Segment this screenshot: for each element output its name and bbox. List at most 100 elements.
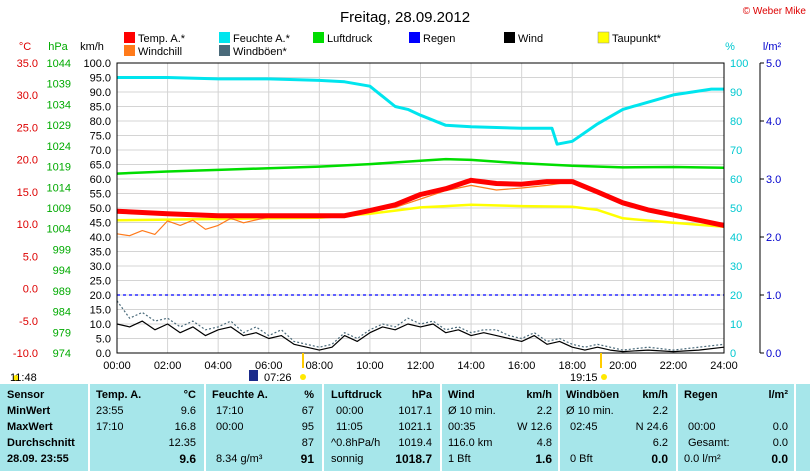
stats-temp-min-time: 23:55 <box>96 405 124 417</box>
wind-tick-label: 30.0 <box>90 261 111 273</box>
stats-press-trend: ^0.8hPa/h <box>331 437 381 449</box>
pressure-tick-label: 1029 <box>47 120 71 132</box>
temp-axis-ticks: 35.0 30.0 25.0 20.0 15.0 10.0 5.0 0.0 -5.0 -10.0 <box>13 58 38 360</box>
legend-label-temp: Temp. A.* <box>138 33 186 45</box>
legend-label-gusts: Windböen* <box>233 46 288 58</box>
stats-hum-abs: 8.34 g/m³ <box>216 453 263 465</box>
stats-temp-avg: 12.35 <box>168 437 196 449</box>
stats-rain-current: 0.0 <box>771 452 788 466</box>
stats-unit-rain: l/m² <box>768 389 788 401</box>
wind-tick-label: 20.0 <box>90 290 111 302</box>
wind-tick-label: 15.0 <box>90 305 111 317</box>
series-line-feuchte-a <box>117 76 724 146</box>
legend-swatch-windchill <box>124 45 135 56</box>
pressure-tick-label: 1014 <box>47 182 71 194</box>
wind-tick-label: 35.0 <box>90 247 111 259</box>
stats-press-max: 1021.1 <box>398 421 432 433</box>
stats-press-max-time: 11:05 <box>336 421 363 433</box>
stats-temp-current: 9.6 <box>179 452 196 466</box>
stats-wind-current: 1.6 <box>535 452 552 466</box>
wind-tick-label: 0.0 <box>96 348 111 360</box>
temp-tick-label: 35.0 <box>17 58 38 70</box>
statistics-panel: Sensor MinWert MaxWert Durchschnitt 28.0… <box>0 384 810 471</box>
stats-wind-avg10: 2.2 <box>536 405 552 417</box>
humidity-tick-label: 100 <box>730 58 748 70</box>
series-line-taupunkt <box>116 203 725 228</box>
weather-chart: Freitag, 28.09.2012 © Weber Mike Temp. A… <box>10 6 806 384</box>
legend-swatch-rain <box>409 32 420 43</box>
time-tick-label: 04:00 <box>204 360 232 372</box>
time-axis-ticks: 00:00 02:00 04:00 06:00 08:00 10:00 12:00 14:00… <box>103 360 738 372</box>
sun-markers: 11:48 07:26 19:15 <box>10 353 607 384</box>
pressure-tick-label: 989 <box>53 286 71 298</box>
pressure-tick-label: 974 <box>53 348 71 360</box>
legend-swatch-wind <box>504 32 515 43</box>
stats-hum-max: 95 <box>301 421 314 433</box>
wind-tick-label: 60.0 <box>90 174 111 186</box>
stats-humidity: Feuchte A.% 17:10 67 00:00 95 87 8.34 g/m³… <box>206 384 324 471</box>
stats-gusts: Windböen km/h Ø 10 min. 2.2 02:45 N 24.6 6.… <box>560 384 678 471</box>
rain-tick-label: 2.0 <box>766 232 781 244</box>
stats-unit-humidity: % <box>304 389 314 401</box>
wind-tick-label: 40.0 <box>90 232 111 244</box>
time-tick-label: 02:00 <box>154 360 182 372</box>
unit-humidity: % <box>725 41 735 53</box>
stats-hum-current: 91 <box>300 452 314 466</box>
stats-gust-bft: 0 Bft <box>570 453 593 465</box>
legend-label-pressure: Luftdruck <box>327 33 373 45</box>
stats-wind-avg10-label: Ø 10 min. <box>448 405 496 417</box>
wind-tick-label: 10.0 <box>90 319 111 331</box>
rain-tick-label: 5.0 <box>766 58 781 70</box>
stats-gust-current: 0.0 <box>651 452 668 466</box>
legend-swatch-humidity <box>219 32 230 43</box>
chart-title: Freitag, 28.09.2012 <box>340 9 470 26</box>
stats-wind: Wind km/h Ø 10 min. 2.2 00:35 W 12.6 116.0 … <box>442 384 560 471</box>
plot-frame <box>116 62 725 354</box>
stats-label-current: 28.09. 23:55 <box>7 453 69 465</box>
stats-header-humidity: Feuchte A. <box>212 389 268 401</box>
temp-tick-label: -10.0 <box>13 348 38 360</box>
wind-tick-label: 85.0 <box>90 102 111 114</box>
legend-swatch-temp <box>124 32 135 43</box>
stats-unit-wind: km/h <box>526 389 552 401</box>
series-line-luftdruck <box>116 157 725 175</box>
stats-wind-max-time: 00:35 <box>448 421 476 433</box>
time-tick-label: 06:00 <box>255 360 283 372</box>
stats-press-min-time: 00:00 <box>336 405 364 417</box>
humidity-tick-label: 10 <box>730 319 742 331</box>
stats-label-avg: Durchschnitt <box>7 437 75 449</box>
unit-temp: °C <box>19 41 31 53</box>
legend-swatch-dewpoint <box>597 31 610 44</box>
daylength-label: 11:48 <box>10 372 37 384</box>
series-line-temp-a <box>116 177 725 228</box>
stats-header-rain: Regen <box>684 389 718 401</box>
stats-hum-min-time: 17:10 <box>216 405 244 417</box>
time-tick-label: 12:00 <box>407 360 435 372</box>
stats-rain-max: 0.0 <box>772 421 788 433</box>
temp-tick-label: 30.0 <box>17 90 38 102</box>
wind-tick-label: 25.0 <box>90 276 111 288</box>
time-tick-label: 20:00 <box>609 360 637 372</box>
stats-label-max: MaxWert <box>7 421 53 433</box>
humidity-tick-label: 90 <box>730 87 742 99</box>
wind-tick-label: 45.0 <box>90 218 111 230</box>
sun-icon <box>13 375 19 381</box>
stats-header-pressure: Luftdruck <box>331 389 382 401</box>
wind-tick-label: 95.0 <box>90 73 111 85</box>
legend-label-rain: Regen <box>423 33 455 45</box>
time-tick-label: 24:00 <box>710 360 738 372</box>
sunrise-dot <box>300 374 306 380</box>
stats-temp-min: 9.6 <box>180 405 196 417</box>
stats-gust-avg10: 2.2 <box>652 405 668 417</box>
humidity-tick-label: 70 <box>730 145 742 157</box>
stats-header-wind: Wind <box>448 389 475 401</box>
stats-unit-temp: °C <box>183 389 196 401</box>
pressure-tick-label: 1024 <box>47 141 71 153</box>
pressure-tick-label: 1034 <box>47 99 71 111</box>
humidity-tick-label: 80 <box>730 116 742 128</box>
unit-wind: km/h <box>80 41 104 53</box>
humidity-tick-label: 0 <box>730 348 736 360</box>
legend-label-windchill: Windchill <box>138 46 182 58</box>
stats-header-temp: Temp. A. <box>96 389 142 401</box>
